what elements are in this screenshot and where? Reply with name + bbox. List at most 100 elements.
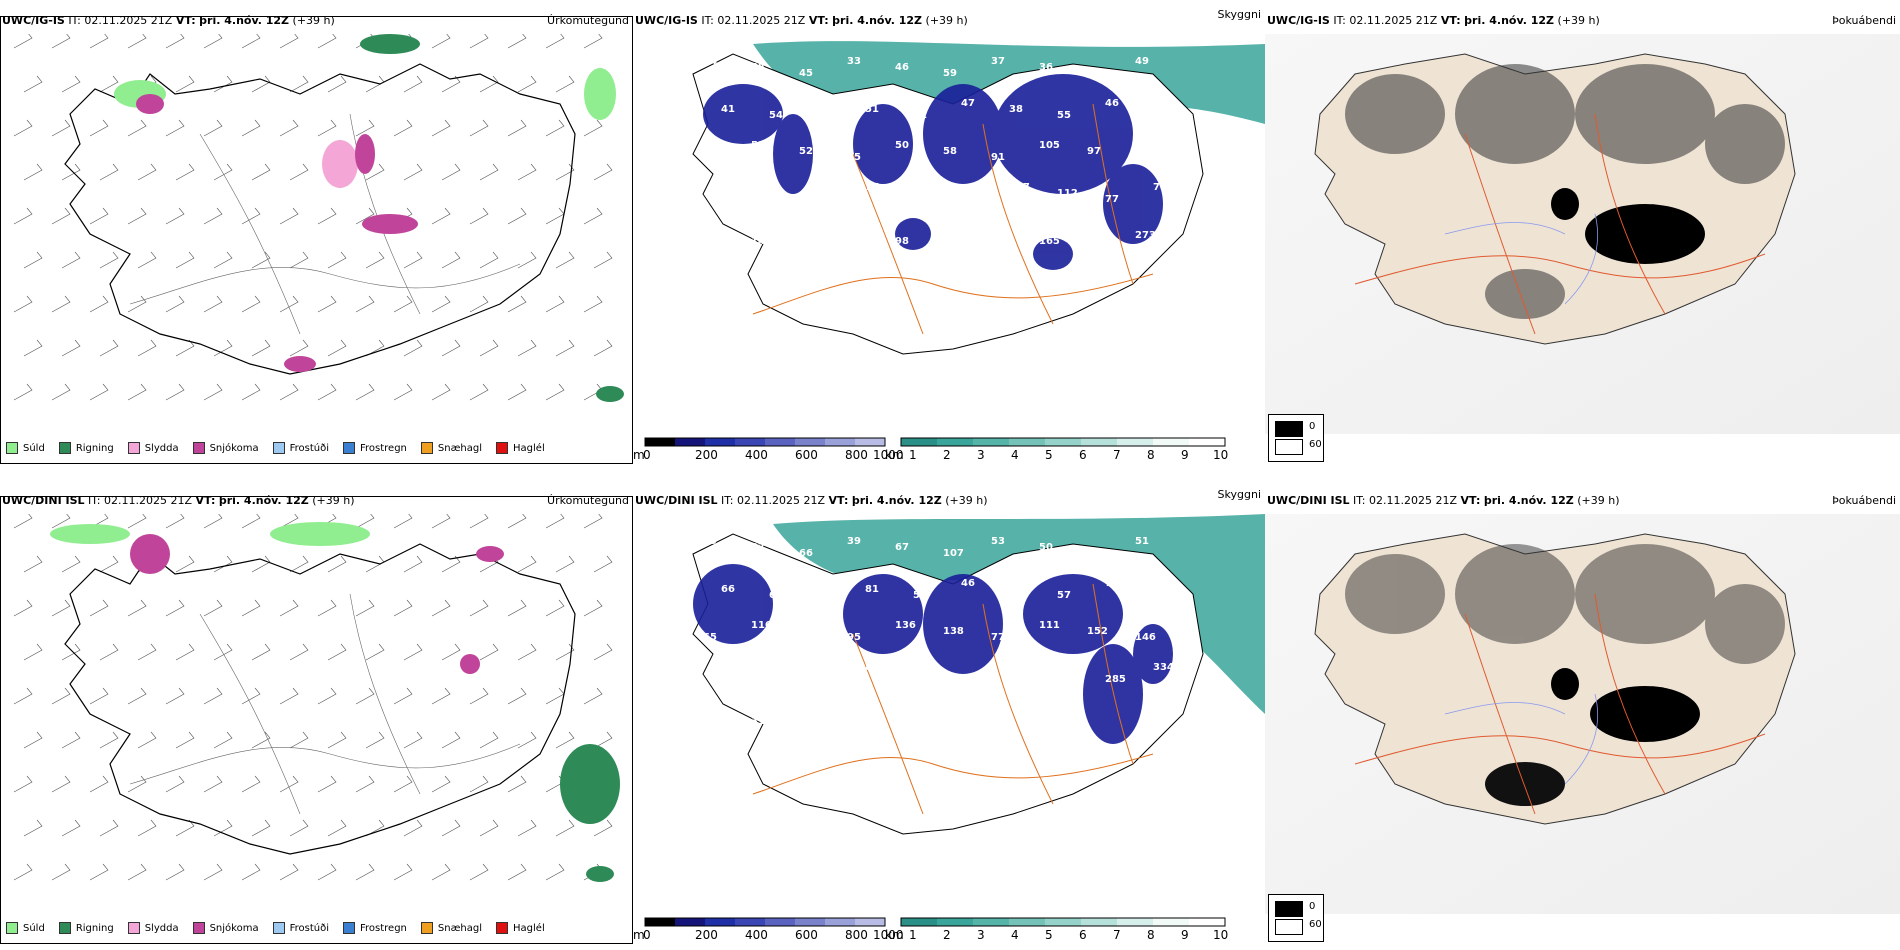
vis-tick: 5 [1045, 448, 1053, 462]
wind-barb [175, 643, 195, 661]
wind-barb [403, 163, 423, 181]
wind-barb [317, 863, 337, 881]
wind-barb [61, 555, 81, 573]
wind-barb [555, 555, 575, 573]
wind-barb [279, 687, 299, 705]
wind-barb [23, 643, 43, 661]
wind-barb [403, 251, 423, 269]
fog-map [1265, 514, 1900, 914]
map-frame [0, 16, 633, 464]
height-label: 79 [817, 674, 831, 685]
height-label: 47 [961, 98, 975, 109]
wind-barb [507, 687, 527, 705]
wind-barb [279, 599, 299, 617]
issue-time: 02.11.2025 21Z [717, 14, 806, 27]
panel-title: Skyggni [1217, 488, 1261, 501]
wind-barb [279, 34, 299, 49]
wind-barb [13, 599, 33, 617]
height-label: 158 [1057, 668, 1078, 679]
wind-barb [507, 383, 527, 401]
wind-barb [89, 599, 109, 617]
wind-barb [593, 643, 613, 661]
wind-barb [317, 687, 337, 705]
colorbar-svg [644, 437, 1226, 447]
valid-label: VT: [1440, 14, 1461, 27]
vis-tick: 9 [1181, 928, 1189, 942]
wind-barb [165, 687, 185, 705]
height-tick: 1000 [873, 928, 904, 942]
legend-item: Rigning [58, 440, 114, 456]
wind-barb [393, 599, 413, 617]
wind-barb [51, 207, 71, 225]
legend-label: Snæhagl [437, 442, 483, 454]
wind-barb [479, 251, 499, 269]
wind-barb [203, 775, 223, 793]
wind-barb [517, 731, 537, 749]
wind-barb [137, 731, 157, 749]
map-frame [0, 496, 633, 944]
coastline [64, 543, 576, 855]
height-label: 53 [991, 536, 1005, 547]
wind-barb [593, 251, 613, 269]
road-network [752, 583, 1154, 815]
issue-label: IT: [68, 14, 81, 27]
height-label: 84 [1153, 584, 1167, 595]
legend-label: Snjókoma [209, 442, 259, 454]
panel-title: Þokuábendi [1832, 494, 1896, 507]
fog-shading [1345, 64, 1785, 319]
height-labels: 54 48 45 33 46 59 37 36 58 49 41 54 55 51 41 47 38 55 46 64… [703, 56, 1167, 289]
vis-tick: 1 [909, 448, 917, 462]
wind-barb [127, 775, 147, 793]
legend-label: Slydda [144, 922, 179, 934]
cloud-height-patches [693, 564, 1173, 744]
precip-legend: Súld Rigning Slydda Snjókoma Frostúði Fr… [6, 440, 559, 456]
wind-barb [51, 514, 71, 529]
legend-swatch [58, 442, 71, 454]
wind-barb [365, 339, 385, 357]
fog-legend: 0 60 [1268, 414, 1324, 462]
coastline [64, 63, 576, 375]
wind-barb [13, 687, 33, 705]
colorbars: m 0 200 400 600 800 1000 km 1 2 3 4 5 6 … [633, 916, 1265, 946]
height-label: 39 [847, 536, 861, 547]
wind-barb [555, 339, 575, 357]
height-label: 464 [847, 710, 868, 721]
height-tick: 1000 [873, 448, 904, 462]
wind-barb [203, 34, 223, 49]
precip-legend: Súld Rigning Slydda Snjókoma Frostúði Fr… [6, 920, 559, 936]
vis-tick: 1 [909, 928, 917, 942]
panel-title: Úrkomutegund [547, 14, 629, 27]
height-label: 116 [751, 620, 772, 631]
height-label: 86 [865, 662, 879, 673]
height-label: 66 [799, 548, 813, 559]
wind-barb [51, 119, 71, 137]
wind-barb [441, 643, 461, 661]
vis-tick: 6 [1079, 928, 1087, 942]
wind-barb [165, 119, 185, 137]
wind-barb [393, 687, 413, 705]
height-label: 46 [961, 578, 975, 589]
wind-barb [517, 251, 537, 269]
wind-barb [289, 163, 309, 181]
fog-legend-max: 60 [1309, 919, 1322, 930]
legend-item: Slydda [127, 440, 179, 456]
height-label: 48 [751, 62, 765, 73]
wind-barb [13, 775, 33, 793]
valid-time: þri. 4.nóv. 12Z [832, 14, 923, 27]
wind-barb [127, 687, 147, 705]
height-label: 107 [1009, 182, 1030, 193]
height-label: 111 [1039, 620, 1060, 631]
wind-barb [517, 75, 537, 93]
wind-barb [403, 339, 423, 357]
legend-item: Frostúði [272, 440, 329, 456]
wind-barb [593, 819, 613, 837]
colorbars: m 0 200 400 600 800 1000 km 1 2 3 4 5 6 … [633, 436, 1265, 466]
wind-barb [479, 731, 499, 749]
wind-barb [61, 75, 81, 93]
wind-barb [13, 514, 33, 529]
legend-item: Súld [6, 920, 45, 936]
wind-barb [289, 75, 309, 93]
dense-fog-area [1551, 668, 1579, 700]
wind-barb [61, 819, 81, 837]
fog-legend-white [1275, 439, 1303, 455]
